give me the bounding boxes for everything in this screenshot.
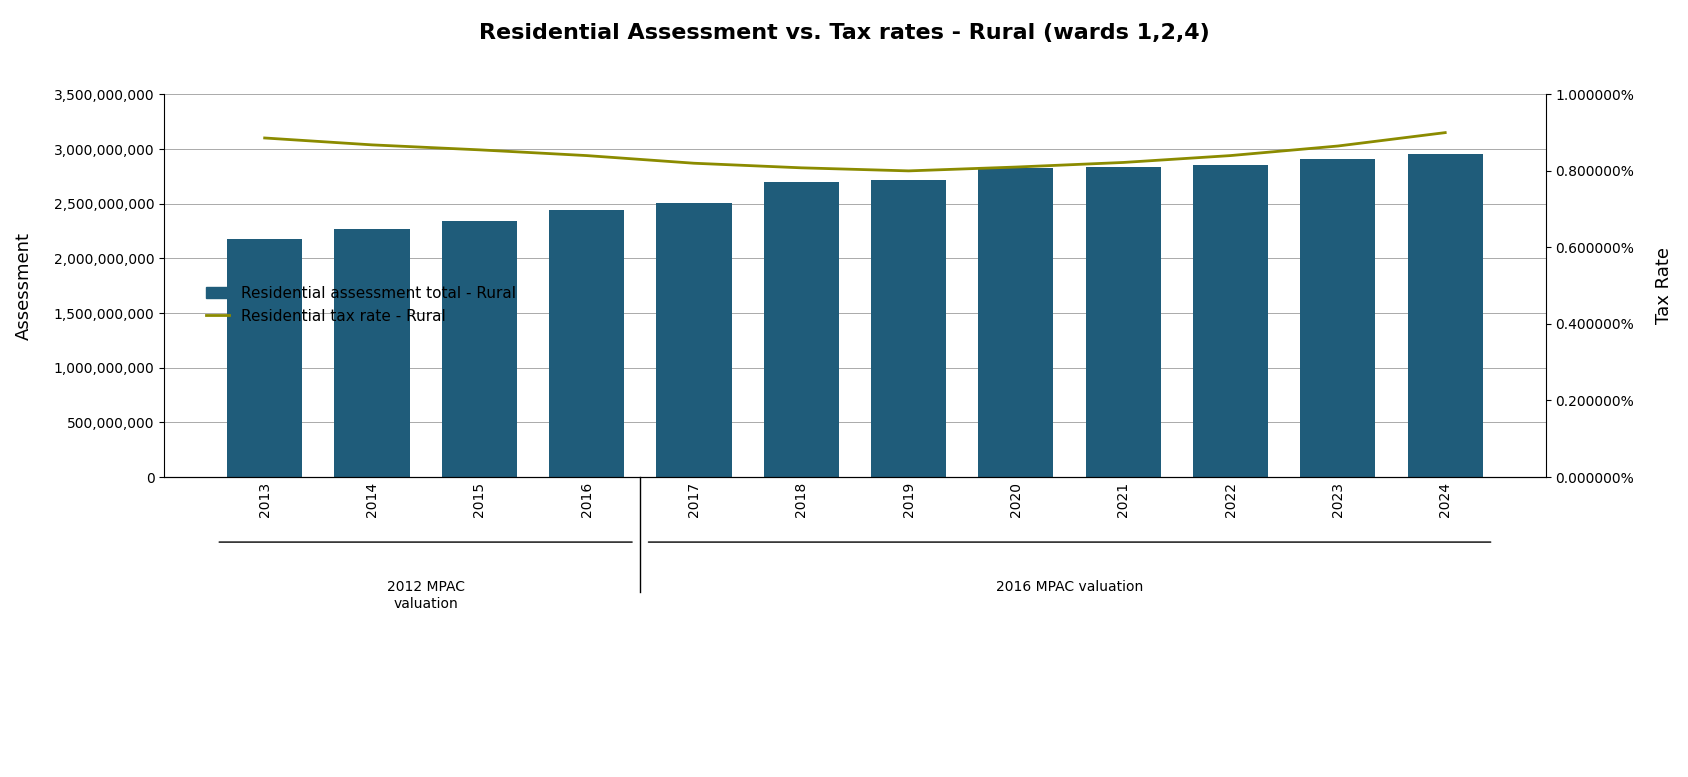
Bar: [1085, 166, 1161, 477]
Bar: [979, 168, 1053, 477]
Bar: [228, 239, 302, 477]
Text: 2016 MPAC valuation: 2016 MPAC valuation: [996, 580, 1143, 594]
Bar: [657, 203, 731, 477]
Bar: [334, 229, 410, 477]
Text: Residential Assessment vs. Tax rates - Rural (wards 1,2,4): Residential Assessment vs. Tax rates - R…: [479, 23, 1209, 44]
Bar: [871, 179, 947, 477]
Bar: [1408, 154, 1482, 477]
Y-axis label: Assessment: Assessment: [15, 232, 34, 340]
Bar: [763, 182, 839, 477]
Bar: [549, 211, 625, 477]
Bar: [442, 221, 517, 477]
Bar: [1300, 159, 1376, 477]
Legend: Residential assessment total - Rural, Residential tax rate - Rural: Residential assessment total - Rural, Re…: [199, 280, 522, 329]
Bar: [1193, 165, 1268, 477]
Y-axis label: Tax Rate: Tax Rate: [1654, 247, 1673, 324]
Text: 2012 MPAC
valuation: 2012 MPAC valuation: [387, 580, 464, 611]
